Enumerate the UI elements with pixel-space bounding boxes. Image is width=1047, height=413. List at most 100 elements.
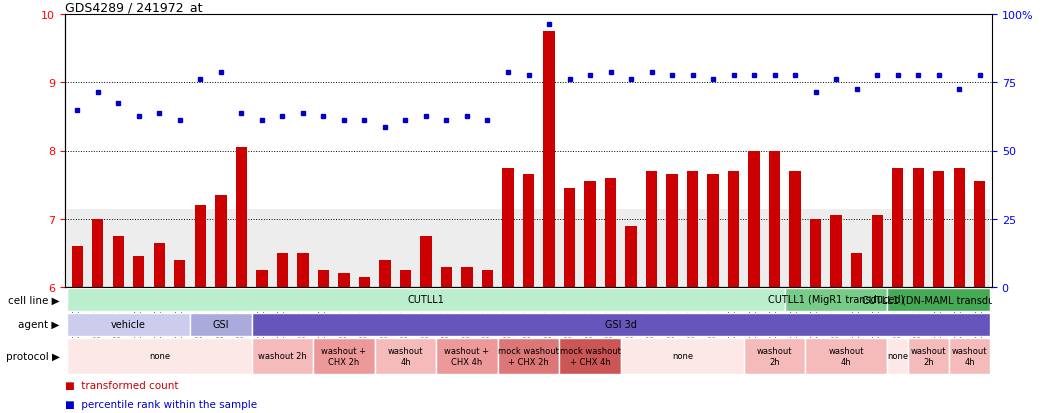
Bar bbox=[113, 236, 124, 287]
Bar bbox=[708, 175, 718, 287]
Bar bbox=[846, 209, 867, 287]
Bar bbox=[503, 168, 514, 287]
Bar bbox=[933, 171, 944, 287]
Bar bbox=[785, 209, 805, 287]
Text: washout +
CHX 4h: washout + CHX 4h bbox=[445, 347, 490, 366]
Bar bbox=[293, 209, 313, 287]
Bar bbox=[497, 338, 559, 374]
Bar bbox=[149, 209, 170, 287]
Bar bbox=[456, 209, 477, 287]
Bar bbox=[789, 171, 801, 287]
Text: GSI 3d: GSI 3d bbox=[605, 320, 637, 330]
Bar bbox=[441, 267, 452, 287]
Text: washout
4h: washout 4h bbox=[952, 347, 987, 366]
Bar bbox=[71, 247, 83, 287]
Bar bbox=[416, 209, 437, 287]
Bar bbox=[518, 209, 539, 287]
Bar bbox=[313, 209, 334, 287]
Bar bbox=[522, 175, 534, 287]
Bar bbox=[913, 168, 923, 287]
Text: washout
4h: washout 4h bbox=[387, 347, 423, 366]
Text: washout
2h: washout 2h bbox=[911, 347, 946, 366]
Bar bbox=[543, 32, 555, 287]
Bar bbox=[437, 209, 456, 287]
Bar bbox=[67, 289, 785, 311]
Bar bbox=[297, 253, 309, 287]
Bar bbox=[251, 338, 313, 374]
Bar bbox=[810, 219, 821, 287]
Bar bbox=[728, 171, 739, 287]
Bar bbox=[564, 189, 575, 287]
Bar bbox=[805, 209, 826, 287]
Text: CUTLL1: CUTLL1 bbox=[407, 295, 444, 305]
Text: washout +
CHX 2h: washout + CHX 2h bbox=[321, 347, 366, 366]
Bar bbox=[338, 274, 350, 287]
Bar bbox=[88, 209, 108, 287]
Text: none: none bbox=[887, 351, 908, 361]
Bar bbox=[257, 270, 268, 287]
Bar bbox=[375, 338, 437, 374]
Text: mock washout
+ CHX 4h: mock washout + CHX 4h bbox=[559, 347, 621, 366]
Bar bbox=[170, 209, 191, 287]
Bar bbox=[251, 209, 272, 287]
Bar bbox=[830, 216, 842, 287]
Bar bbox=[359, 277, 370, 287]
Bar bbox=[621, 209, 642, 287]
Bar bbox=[400, 270, 411, 287]
Bar bbox=[236, 148, 247, 287]
Bar bbox=[272, 209, 293, 287]
Bar bbox=[210, 209, 231, 287]
Bar bbox=[313, 338, 375, 374]
Text: none: none bbox=[149, 351, 170, 361]
Bar bbox=[334, 209, 354, 287]
Bar bbox=[477, 209, 497, 287]
Bar bbox=[191, 209, 210, 287]
Bar bbox=[970, 209, 990, 287]
Text: washout 2h: washout 2h bbox=[258, 351, 307, 361]
Text: washout
4h: washout 4h bbox=[828, 347, 864, 366]
Bar bbox=[785, 289, 888, 311]
Bar bbox=[743, 338, 805, 374]
Bar bbox=[420, 236, 431, 287]
Bar bbox=[318, 270, 329, 287]
Bar bbox=[867, 209, 888, 287]
Bar bbox=[954, 168, 965, 287]
Bar bbox=[974, 182, 985, 287]
Bar bbox=[929, 209, 949, 287]
Bar bbox=[949, 338, 990, 374]
Bar bbox=[851, 253, 863, 287]
Bar bbox=[768, 151, 780, 287]
Bar bbox=[174, 260, 185, 287]
Bar bbox=[646, 171, 658, 287]
Bar bbox=[462, 267, 472, 287]
Bar bbox=[605, 178, 617, 287]
Text: washout
2h: washout 2h bbox=[757, 347, 793, 366]
Text: none: none bbox=[672, 351, 693, 361]
Text: GDS4289 / 241972_at: GDS4289 / 241972_at bbox=[65, 1, 202, 14]
Text: GSI: GSI bbox=[213, 320, 229, 330]
Bar bbox=[667, 175, 677, 287]
Bar bbox=[949, 209, 970, 287]
Text: mock washout
+ CHX 2h: mock washout + CHX 2h bbox=[498, 347, 559, 366]
Bar bbox=[723, 209, 743, 287]
Text: ■  transformed count: ■ transformed count bbox=[65, 380, 178, 390]
Bar bbox=[276, 253, 288, 287]
Bar bbox=[539, 209, 559, 287]
Bar bbox=[826, 209, 846, 287]
Bar bbox=[908, 338, 949, 374]
Bar bbox=[133, 256, 144, 287]
Bar bbox=[888, 209, 908, 287]
Bar bbox=[908, 209, 929, 287]
Bar bbox=[749, 151, 760, 287]
Bar bbox=[625, 226, 637, 287]
Bar bbox=[482, 270, 493, 287]
Bar bbox=[888, 289, 990, 311]
Bar bbox=[621, 338, 743, 374]
Bar bbox=[251, 313, 990, 336]
Text: CUTLL1 (DN-MAML transduced): CUTLL1 (DN-MAML transduced) bbox=[862, 295, 1016, 305]
Bar bbox=[216, 195, 226, 287]
Text: agent ▶: agent ▶ bbox=[19, 320, 60, 330]
Bar bbox=[892, 168, 904, 287]
Bar bbox=[888, 338, 908, 374]
Bar bbox=[129, 209, 149, 287]
